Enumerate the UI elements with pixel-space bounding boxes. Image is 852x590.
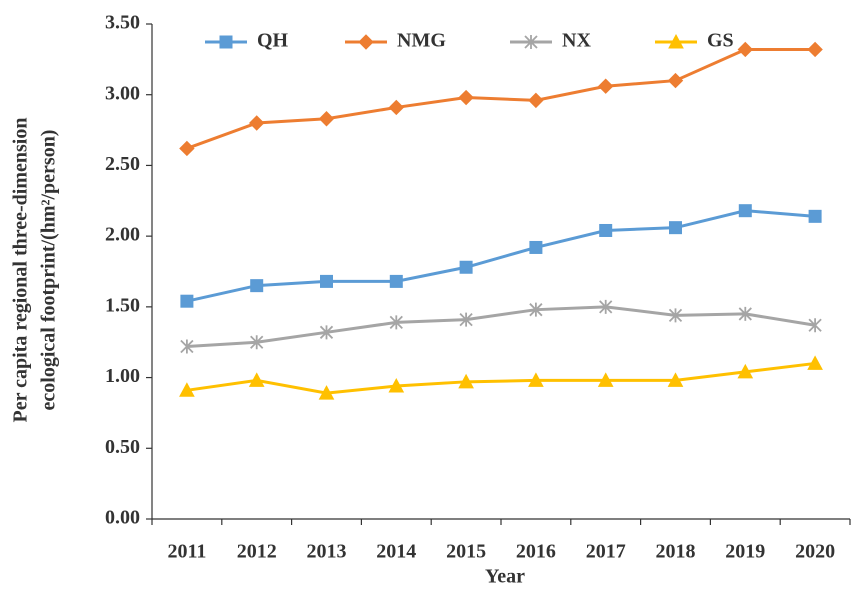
x-tick-label: 2016	[516, 541, 556, 563]
marker	[528, 372, 544, 387]
marker	[250, 279, 264, 293]
x-tick-label: 2019	[725, 541, 765, 563]
marker	[669, 221, 682, 235]
x-tick-label: 2015	[446, 541, 486, 563]
marker	[180, 294, 194, 308]
marker	[524, 35, 538, 49]
marker	[459, 260, 473, 274]
marker	[319, 325, 334, 340]
marker	[389, 315, 403, 330]
marker	[179, 140, 195, 157]
x-tick-label: 2011	[167, 541, 206, 563]
marker	[358, 34, 374, 50]
y-tick-label: 0.00	[105, 507, 140, 529]
series-line	[186, 209, 816, 303]
x-axis-title: Year	[485, 566, 525, 588]
marker	[597, 372, 614, 387]
marker	[737, 41, 754, 58]
x-tick-label: 2017	[586, 541, 626, 563]
marker	[529, 240, 543, 254]
y-tick-label: 2.00	[105, 224, 140, 246]
y-tick-label: 3.50	[105, 12, 140, 34]
marker	[219, 35, 233, 49]
x-tick-label: 2014	[376, 541, 416, 563]
marker	[668, 308, 683, 323]
marker	[389, 274, 403, 288]
legend-label: QH	[257, 30, 289, 52]
marker	[597, 78, 614, 94]
marker	[388, 378, 405, 393]
marker	[528, 92, 544, 109]
x-tick-label: 2013	[307, 541, 347, 563]
marker	[529, 302, 543, 317]
y-axis-title: ecological footprint/(hm²/person)	[38, 130, 60, 411]
marker	[459, 312, 473, 327]
marker	[667, 72, 684, 89]
series-line	[186, 361, 816, 395]
marker	[808, 318, 822, 333]
marker	[318, 111, 335, 127]
marker	[738, 204, 752, 218]
x-tick-label: 2018	[656, 541, 696, 563]
marker	[599, 299, 613, 314]
marker	[180, 339, 194, 354]
legend-label: NMG	[397, 30, 446, 52]
marker	[318, 385, 335, 400]
marker	[737, 363, 754, 379]
marker	[808, 209, 822, 223]
legend-label: NX	[562, 30, 591, 52]
marker	[458, 373, 474, 389]
y-tick-label: 1.00	[105, 365, 140, 387]
x-tick-label: 2020	[795, 541, 835, 563]
legend-label: GS	[707, 30, 734, 52]
y-axis-title: Per capita regional three-dimension	[10, 118, 32, 423]
y-tick-label: 3.00	[105, 82, 140, 104]
marker	[458, 89, 474, 106]
marker	[599, 223, 613, 237]
marker	[807, 355, 823, 370]
x-tick-label: 2012	[237, 541, 277, 563]
marker	[179, 382, 195, 397]
marker	[248, 115, 265, 131]
marker	[388, 99, 405, 116]
marker	[667, 372, 684, 387]
series-line	[186, 47, 816, 150]
marker	[807, 41, 823, 58]
y-tick-label: 0.50	[105, 436, 140, 458]
series-line	[186, 305, 816, 348]
marker	[738, 306, 752, 321]
marker	[668, 33, 684, 49]
marker	[248, 372, 265, 387]
marker	[320, 274, 333, 288]
marker	[250, 335, 264, 350]
y-tick-label: 1.50	[105, 294, 140, 316]
y-tick-label: 2.50	[105, 153, 140, 175]
